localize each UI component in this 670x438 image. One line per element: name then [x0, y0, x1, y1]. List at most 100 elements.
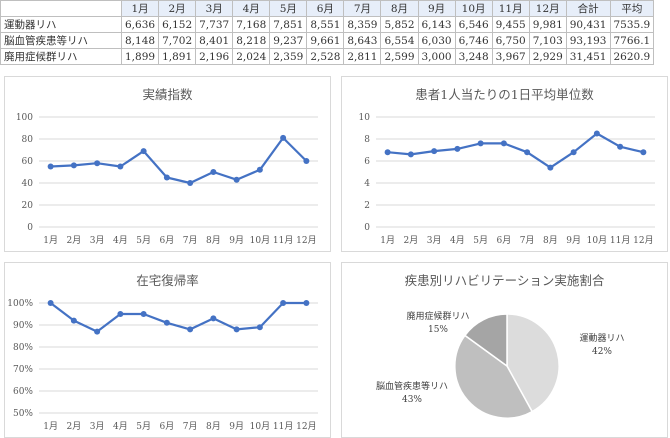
table-cell: 6,554 — [380, 32, 419, 49]
x-tick-label: 8月 — [206, 235, 221, 246]
data-point — [303, 300, 310, 306]
data-point — [210, 169, 217, 175]
chart-title: 実績指数 — [142, 87, 193, 102]
table-cell: 2,528 — [306, 48, 345, 65]
chart-panel-performance-index: 実績指数 0 20 40 60 80 100 1月 2月 3月 4月 5月 6月 7月 8月 9月 10月 11月… — [4, 76, 331, 252]
table-cell: 2,024 — [232, 48, 271, 65]
x-tick-label: 1月 — [43, 235, 58, 246]
table-cell: 8,551 — [306, 16, 345, 33]
column-header: 5月 — [269, 0, 308, 17]
data-point — [407, 151, 414, 158]
data-point — [384, 149, 391, 156]
table-cell: 6,746 — [454, 32, 493, 49]
line-chart-performance-index: 実績指数 0 20 40 60 80 100 1月 2月 3月 4月 5月 6月 7月 8月 9月 10月 11月… — [16, 87, 318, 246]
x-tick-label: 7月 — [183, 421, 198, 432]
x-tick-label: 4月 — [450, 235, 465, 246]
table-cell: 1,899 — [120, 48, 160, 65]
table-row: 運動器リハ 6,636 6,152 7,737 7,168 7,851 8,551 8,359… — [0, 16, 655, 33]
x-tick-label: 9月 — [566, 235, 581, 246]
y-tick-label: 100% — [7, 299, 33, 309]
data-point — [256, 166, 263, 173]
x-tick-label: 1月 — [380, 235, 395, 246]
table-row: 脳血管疾患等リハ 8,148 7,702 8,401 8,218 9,237 9,661 8,… — [0, 32, 655, 49]
data-point — [280, 300, 287, 306]
table-cell: 3,248 — [454, 48, 493, 65]
x-tick-label: 4月 — [113, 235, 128, 246]
data-point — [117, 311, 124, 317]
table-cell: 6,030 — [417, 32, 456, 49]
x-tick-label: 3月 — [90, 235, 105, 246]
chart-title: 患者1人当たりの1日平均単位数 — [415, 87, 594, 102]
y-tick-label: 0 — [364, 223, 370, 233]
table-cell: 5,852 — [380, 16, 419, 33]
x-tick-label: 6月 — [160, 235, 175, 246]
x-tick-label: 8月 — [206, 421, 221, 432]
y-tick-label: 20 — [22, 201, 34, 211]
table-cell: 6,143 — [417, 16, 456, 33]
data-point — [187, 180, 194, 186]
data-point — [500, 140, 507, 147]
x-tick-label: 11月 — [273, 235, 293, 246]
column-header: 8月 — [380, 0, 419, 17]
chart-panel-daily-units: 患者1人当たりの1日平均単位数 0 2 4 6 8 10 1月 2月 3月 4月 5月 6月 7月 8月 9月… — [341, 76, 668, 252]
y-tick-label: 80% — [13, 343, 33, 353]
table-cell: 8,218 — [232, 32, 271, 49]
line-chart-home-return-rate: 在宅復帰率 50% 60% 70% 80% 90% 100% 1月 2月 3月 4月 5月 6月 7月 8月… — [7, 273, 318, 432]
x-tick-label: 5月 — [136, 235, 151, 246]
table-cell: 6,636 — [120, 16, 160, 33]
data-point — [117, 163, 124, 170]
table-cell: 2,811 — [343, 48, 382, 65]
row-label: 脳血管疾患等リハ — [0, 32, 122, 49]
x-tick-label: 2月 — [67, 235, 82, 246]
data-point — [547, 164, 554, 171]
data-point — [617, 143, 624, 150]
x-tick-label: 5月 — [136, 421, 151, 432]
x-tick-label: 3月 — [90, 421, 105, 432]
data-point — [94, 160, 101, 167]
data-point — [570, 149, 577, 156]
pie-slice — [454, 334, 534, 419]
series-line — [49, 301, 307, 333]
slice-name-label: 脳血管疾患等リハ — [376, 380, 448, 392]
table-cell: 7,702 — [158, 32, 197, 49]
table-cell: 7,851 — [269, 16, 308, 33]
x-tick-label: 2月 — [404, 235, 419, 246]
table-cell: 7,168 — [232, 16, 271, 33]
column-header: 6月 — [306, 0, 345, 17]
table-cell: 2620.9 — [609, 48, 655, 65]
x-tick-label: 10月 — [587, 235, 607, 246]
x-tick-label: 9月 — [229, 235, 244, 246]
data-point — [593, 130, 600, 137]
column-header: 4月 — [232, 0, 271, 17]
data-point — [140, 148, 147, 155]
row-label: 運動器リハ — [0, 16, 122, 33]
table-cell: 90,431 — [565, 16, 611, 33]
x-tick-label: 7月 — [183, 235, 198, 246]
table-cell: 2,359 — [269, 48, 308, 65]
table-cell: 2,196 — [195, 48, 234, 65]
x-tick-label: 10月 — [250, 421, 270, 432]
table-cell: 7535.9 — [609, 16, 655, 33]
table-cell: 9,237 — [269, 32, 308, 49]
data-point — [233, 326, 240, 333]
x-tick-label: 11月 — [273, 421, 293, 432]
x-tick-label: 12月 — [633, 235, 653, 246]
table-cell: 9,661 — [306, 32, 345, 49]
y-tick-label: 4 — [364, 179, 370, 189]
y-tick-label: 60 — [22, 157, 34, 167]
table-header-row: 1月 2月 3月 4月 5月 6月 7月 8月 9月 10月 11月 12月 合計 平均 — [0, 0, 655, 17]
column-header: 1月 — [120, 0, 160, 17]
data-point — [140, 311, 147, 317]
chart-title: 在宅復帰率 — [136, 273, 199, 288]
x-tick-label: 5月 — [473, 235, 488, 246]
slice-value-label: 43% — [402, 395, 422, 405]
chart-panel-home-return-rate: 在宅復帰率 50% 60% 70% 80% 90% 100% 1月 2月 3月 4月 5月 6月 7月 8月… — [4, 262, 331, 438]
table-cell: 1,891 — [158, 48, 197, 65]
column-header: 2月 — [158, 0, 197, 17]
table-cell: 8,359 — [343, 16, 382, 33]
data-point — [70, 317, 77, 324]
data-point — [640, 149, 647, 156]
data-point — [280, 134, 287, 141]
pie-slice — [506, 313, 560, 413]
x-tick-label: 12月 — [296, 235, 316, 246]
